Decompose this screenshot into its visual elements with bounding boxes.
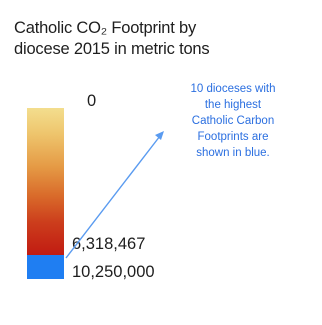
annotation-line-3: Catholic Carbon xyxy=(191,115,275,127)
legend-title-line-1: Catholic CO₂ Footprint by xyxy=(14,19,197,37)
scale-max-label: 10,250,000 xyxy=(72,263,155,281)
legend-title-line-2: diocese 2015 in metric tons xyxy=(14,40,210,58)
color-gradient-bar xyxy=(27,108,64,255)
annotation-line-4: Footprints are xyxy=(197,131,269,143)
highlight-color-swatch xyxy=(27,255,64,279)
scale-min-label: 0 xyxy=(87,92,97,110)
annotation-line-2: the highest xyxy=(204,99,262,111)
annotation-line-1: 10 dioceses with xyxy=(190,83,276,95)
annotation-line-5: shown in blue. xyxy=(196,147,270,159)
scale-threshold-label: 6,318,467 xyxy=(72,235,146,253)
annotation-text: 10 dioceses with the highest Catholic Ca… xyxy=(158,81,308,161)
legend-title: Catholic CO₂ Footprint by diocese 2015 i… xyxy=(14,18,314,60)
